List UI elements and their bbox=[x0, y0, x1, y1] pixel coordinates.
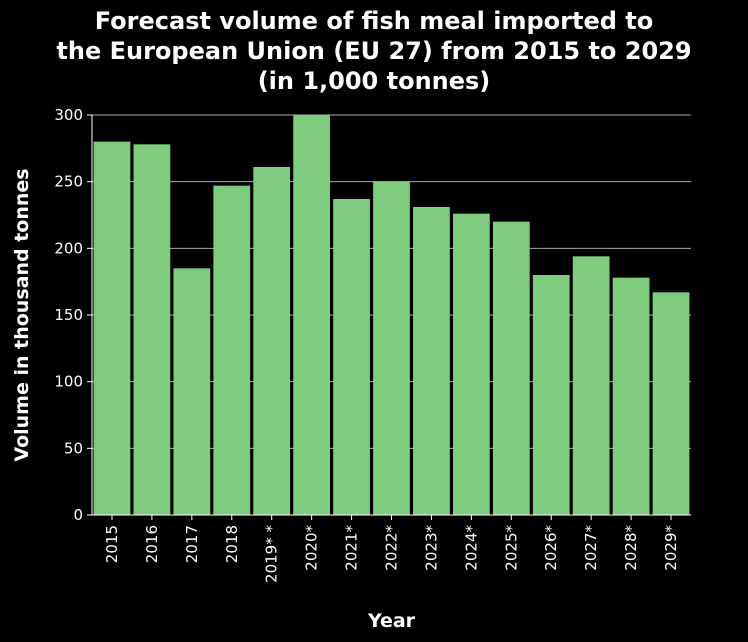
bar-2026 bbox=[532, 275, 570, 515]
y-tick-label: 250 bbox=[54, 173, 83, 191]
bars bbox=[93, 115, 690, 516]
x-tick-label: 2022* bbox=[383, 525, 401, 571]
x-tick-label: 2020* bbox=[303, 525, 321, 571]
chart-title: Forecast volume of fish meal imported to… bbox=[0, 6, 748, 96]
x-axis-label: Year bbox=[367, 610, 416, 632]
chart-title-line-3: (in 1,000 tonnes) bbox=[257, 67, 491, 95]
bar-2027 bbox=[572, 256, 610, 515]
x-tick-label: 2023* bbox=[422, 525, 440, 571]
x-tick-label: 2018 bbox=[223, 525, 241, 563]
bar-2021 bbox=[333, 199, 370, 515]
bar-2025 bbox=[492, 221, 530, 515]
y-tick-label: 100 bbox=[54, 373, 83, 391]
chart-title-line-1: Forecast volume of fish meal imported to bbox=[94, 7, 654, 35]
bar-2024 bbox=[452, 213, 490, 515]
y-tick-label: 150 bbox=[54, 306, 83, 324]
x-tick-label: 2029* bbox=[662, 525, 680, 571]
x-tick-label: 2015 bbox=[103, 525, 121, 563]
bar-2020 bbox=[293, 115, 331, 515]
bar-2018 bbox=[213, 185, 251, 515]
x-tick-label: 2028* bbox=[622, 525, 640, 571]
bar-2028 bbox=[612, 277, 650, 515]
x-axis-ticks: 2015 2016 2017 2018 2019* * 2020* 2021* 2022* 20… bbox=[103, 515, 680, 583]
y-axis-ticks: 0 50 100 150 200 250 300 bbox=[54, 106, 92, 524]
chart-title-line-2: the European Union (EU 27) from 2015 to … bbox=[56, 37, 692, 65]
x-tick-label: 2026* bbox=[542, 525, 560, 571]
x-tick-label: 2025* bbox=[502, 525, 520, 571]
bar-2023 bbox=[413, 207, 450, 515]
bar-2022 bbox=[373, 181, 410, 515]
bar-2029 bbox=[652, 292, 690, 515]
x-tick-label: 2016 bbox=[143, 525, 161, 563]
x-tick-label: 2027* bbox=[582, 525, 600, 571]
y-tick-label: 0 bbox=[73, 506, 83, 524]
x-tick-label: 2024* bbox=[462, 525, 480, 571]
y-tick-label: 300 bbox=[54, 106, 83, 124]
y-tick-label: 200 bbox=[54, 239, 83, 257]
y-tick-label: 50 bbox=[64, 439, 83, 457]
x-tick-label: 2019* * bbox=[263, 525, 281, 583]
bar-2017 bbox=[173, 268, 211, 515]
y-axis-label: Volume in thousand tonnes bbox=[11, 168, 33, 461]
x-tick-label: 2021* bbox=[343, 525, 361, 571]
bar-2019 bbox=[253, 167, 291, 515]
bar-2015 bbox=[93, 141, 131, 515]
bar-2016 bbox=[133, 144, 171, 516]
x-tick-label: 2017 bbox=[183, 525, 201, 563]
